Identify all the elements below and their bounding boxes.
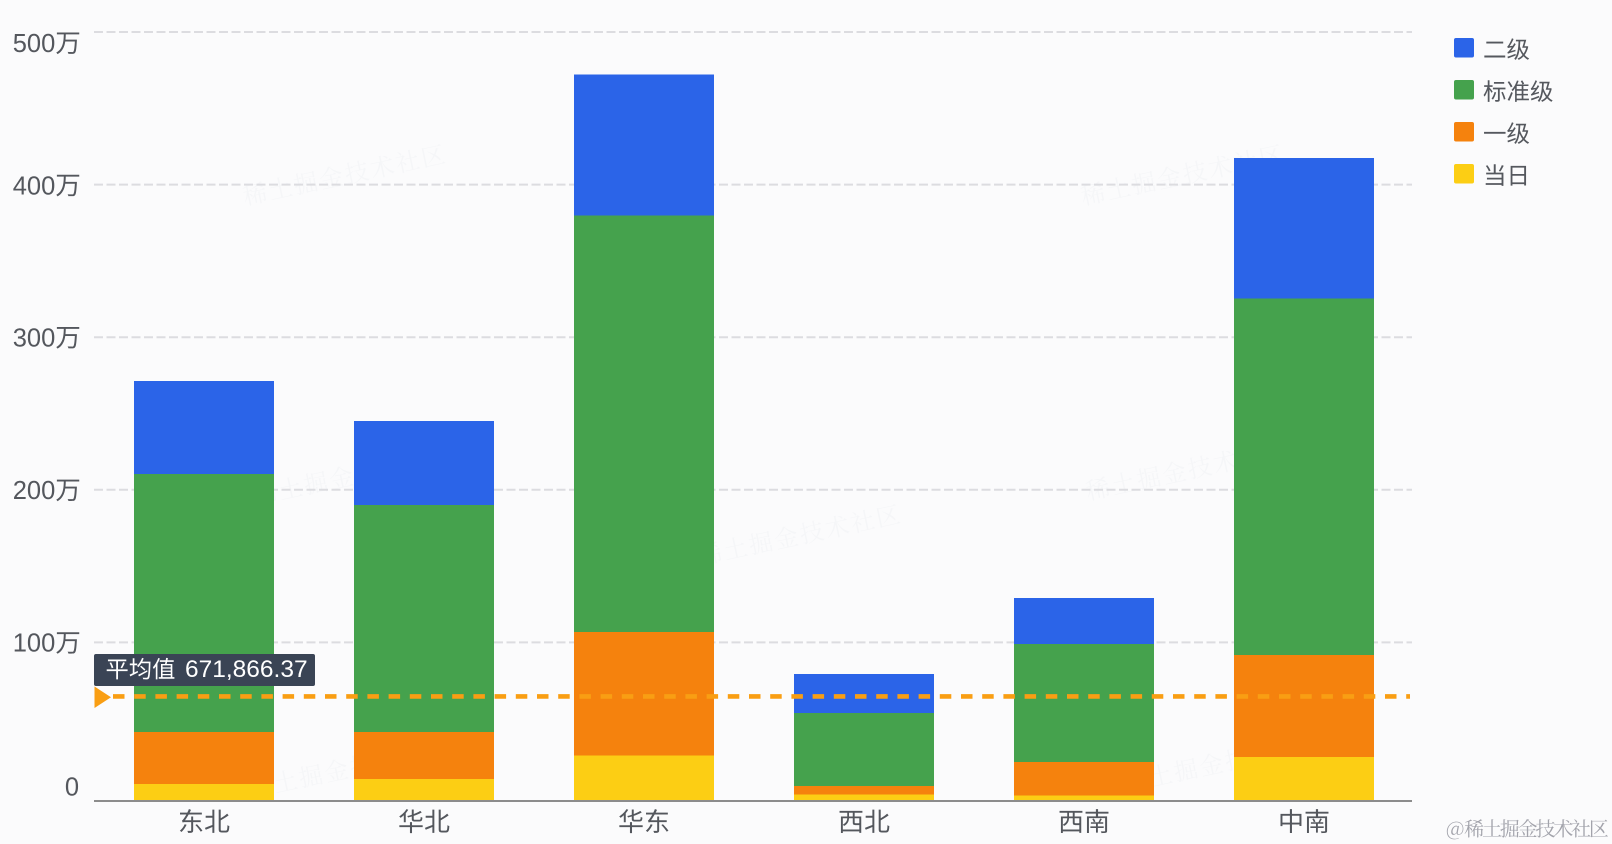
svg-text:100: 100 [13, 630, 56, 658]
svg-text:0: 0 [65, 773, 79, 801]
svg-text:671,866.37: 671,866.37 [185, 656, 308, 683]
svg-text:400: 400 [13, 172, 56, 200]
svg-text:200: 200 [13, 477, 56, 505]
svg-text:500: 500 [13, 30, 56, 58]
svg-text:300: 300 [13, 325, 56, 353]
